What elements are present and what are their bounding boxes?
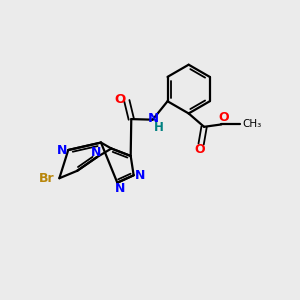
Text: H: H: [154, 121, 164, 134]
Text: N: N: [56, 143, 67, 157]
Text: N: N: [91, 146, 102, 159]
Text: N: N: [148, 112, 159, 125]
Text: O: O: [195, 143, 205, 156]
Text: N: N: [134, 169, 145, 182]
Text: CH₃: CH₃: [242, 119, 261, 129]
Text: N: N: [115, 182, 125, 195]
Text: O: O: [115, 93, 126, 106]
Text: Br: Br: [39, 172, 55, 185]
Text: O: O: [218, 111, 229, 124]
